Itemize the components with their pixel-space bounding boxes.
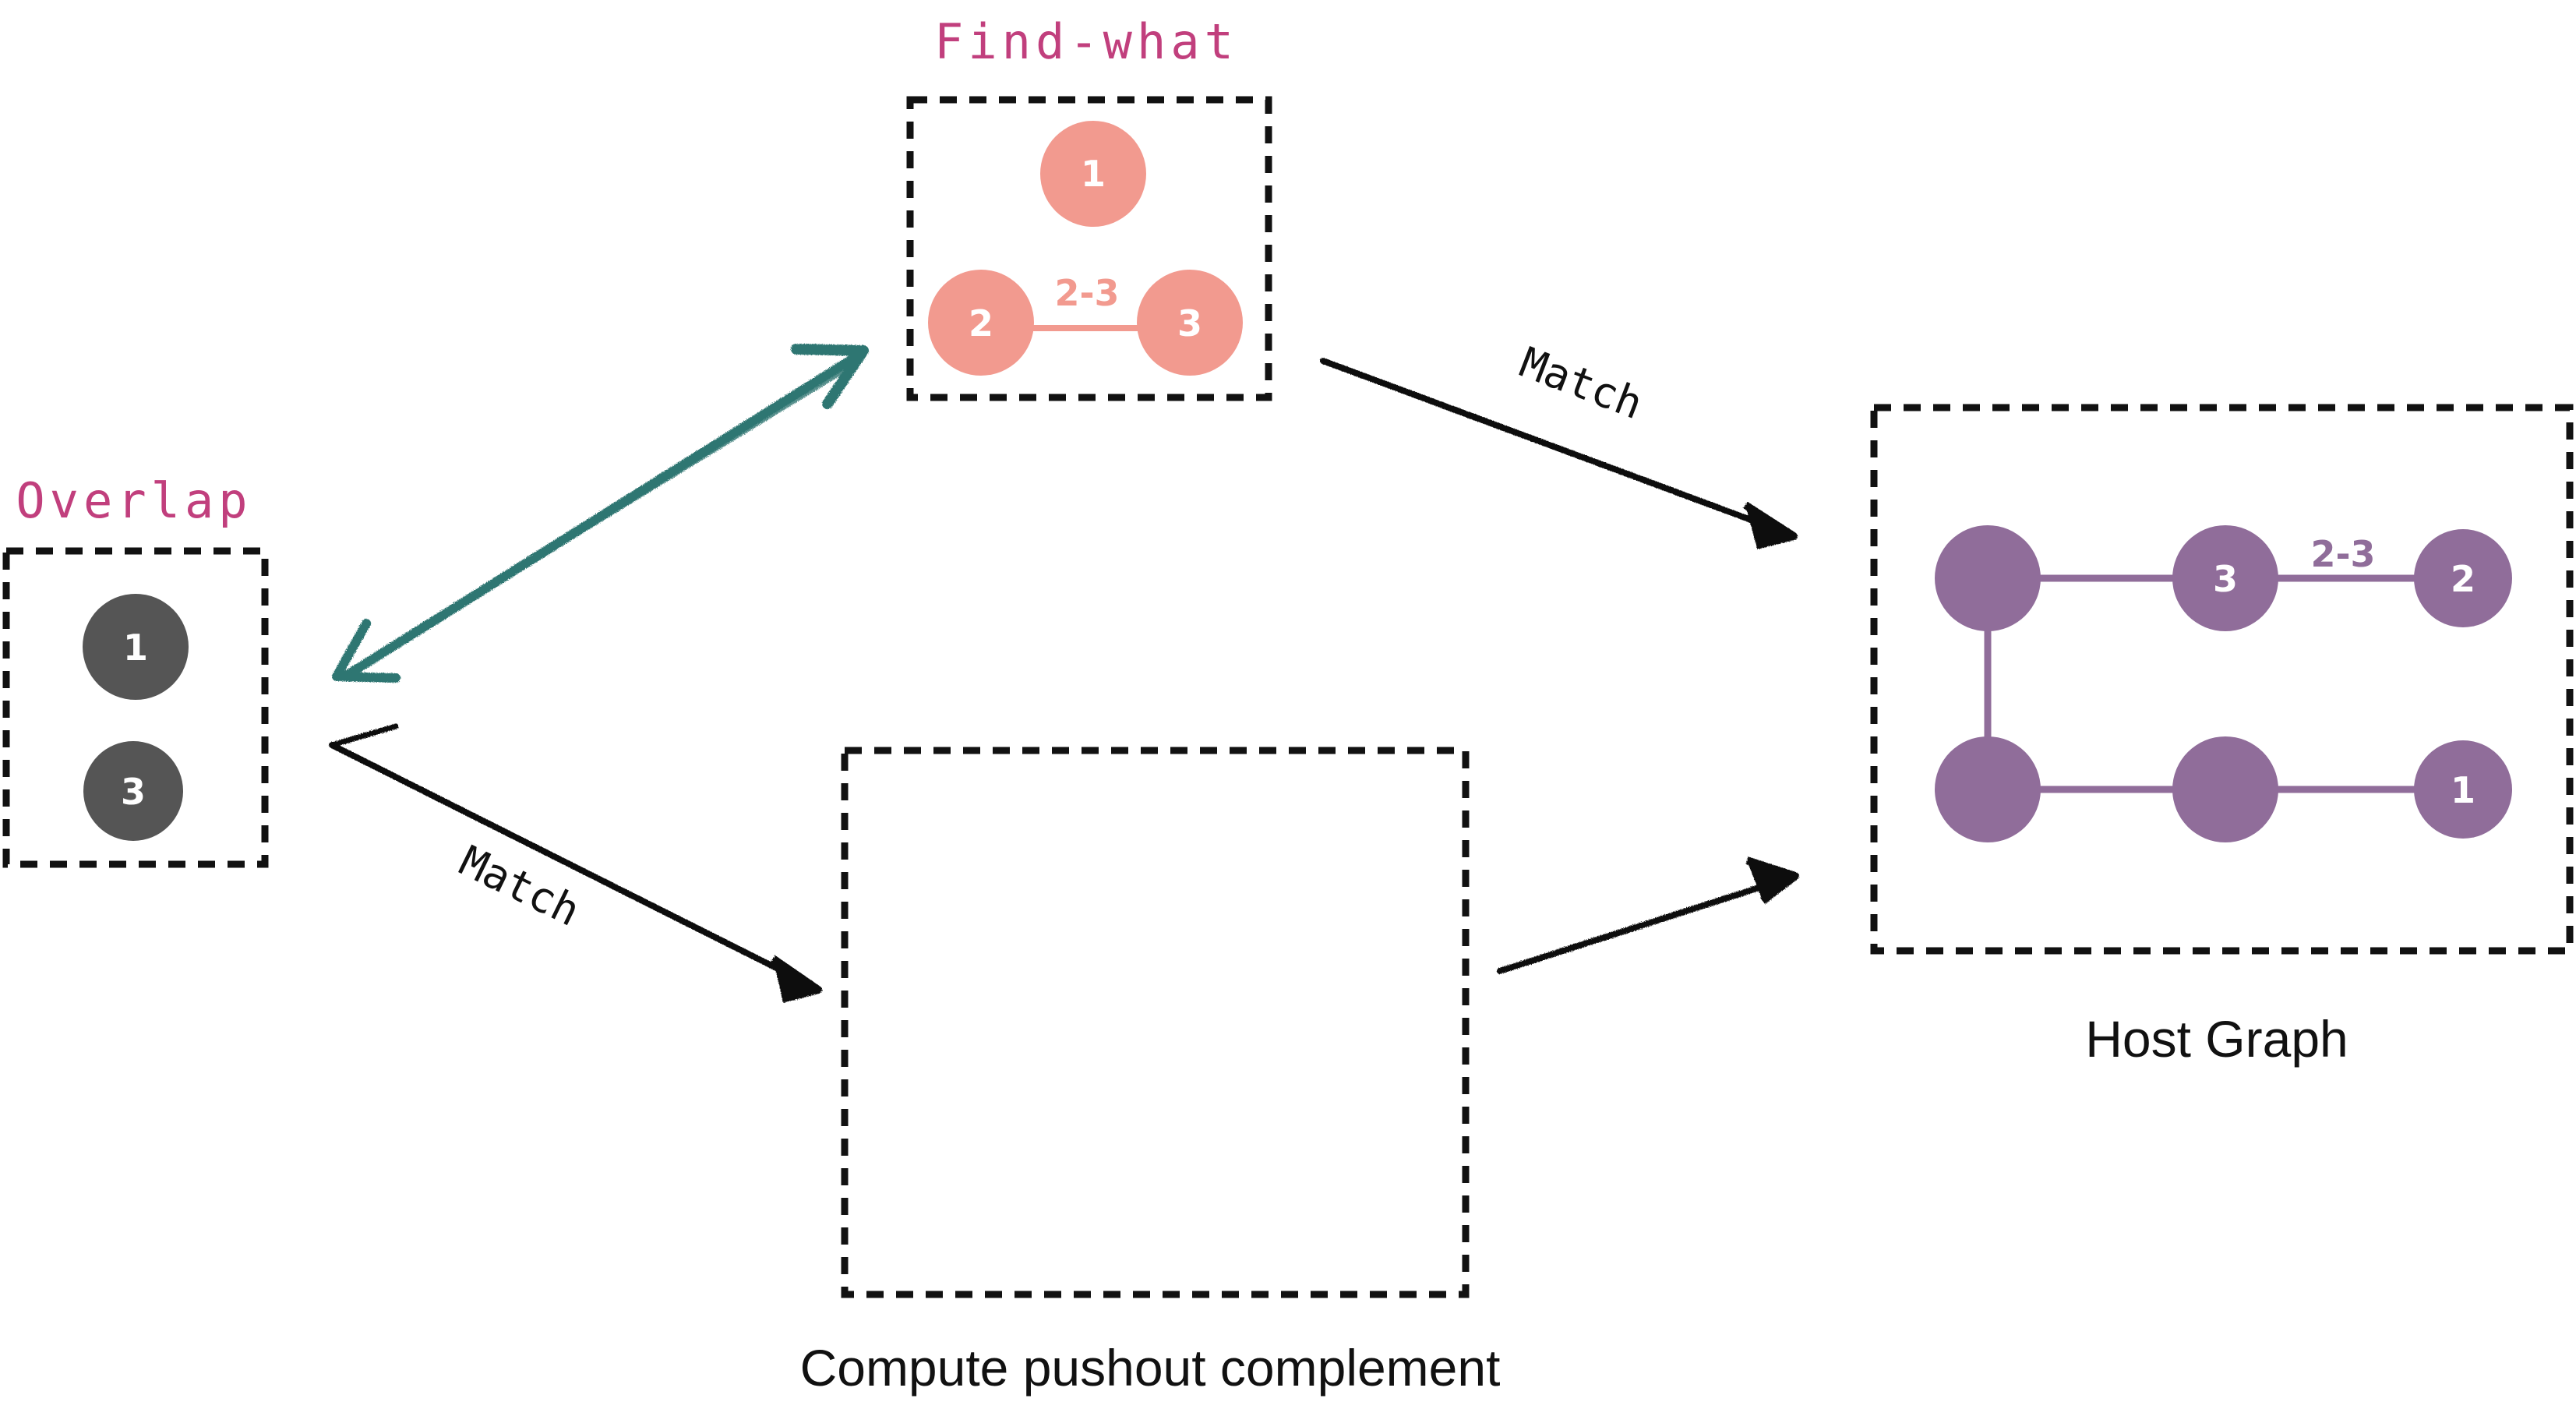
host-graph-box xyxy=(1870,404,2574,955)
overlap-node-1: 1 xyxy=(83,594,189,700)
overlap-node-3: 3 xyxy=(83,741,183,841)
host-node-3: 3 xyxy=(2172,525,2278,631)
find-what-node-3-label: 3 xyxy=(1177,302,1202,344)
match-bottom-label: Match xyxy=(452,836,588,936)
host-graph-edge-label: 2-3 xyxy=(2310,533,2375,575)
find-what-box xyxy=(906,96,1272,401)
host-node-2-label: 2 xyxy=(2451,558,2475,600)
pushout-complement-box xyxy=(841,747,1470,1298)
pushout-complement-label: Compute pushout complement xyxy=(800,1339,1501,1397)
find-what-edge-label: 2-3 xyxy=(1054,272,1119,314)
match-top-label: Match xyxy=(1513,337,1649,429)
host-node-bottom-middle xyxy=(2172,736,2278,842)
find-what-node-3: 3 xyxy=(1137,270,1243,376)
find-what-to-host-arrow xyxy=(1320,358,1798,549)
overlap-box xyxy=(2,547,269,868)
host-node-3-label: 3 xyxy=(2213,558,2238,600)
host-node-bottom-left xyxy=(1935,736,2041,842)
overlap-node-1-label: 1 xyxy=(123,627,148,669)
overlap-label: Overlap xyxy=(16,472,252,529)
host-node-1-label: 1 xyxy=(2451,769,2475,811)
find-what-node-2: 2 xyxy=(928,270,1034,376)
overlap-node-3-label: 3 xyxy=(121,771,146,813)
host-node-top-left xyxy=(1935,525,2041,631)
find-what-node-1: 1 xyxy=(1040,121,1146,227)
host-graph-label: Host Graph xyxy=(2085,1010,2348,1068)
find-what-node-1-label: 1 xyxy=(1081,153,1106,195)
find-what-node-2-label: 2 xyxy=(969,302,993,344)
find-what-label: Find-what xyxy=(934,13,1238,70)
host-node-2: 2 xyxy=(2414,529,2512,627)
overlap-to-pushout-arrow xyxy=(329,723,822,1003)
host-node-1: 1 xyxy=(2414,740,2512,839)
pushout-to-host-arrow xyxy=(1497,856,1799,974)
overlap-to-find-what-arrow xyxy=(332,344,869,683)
